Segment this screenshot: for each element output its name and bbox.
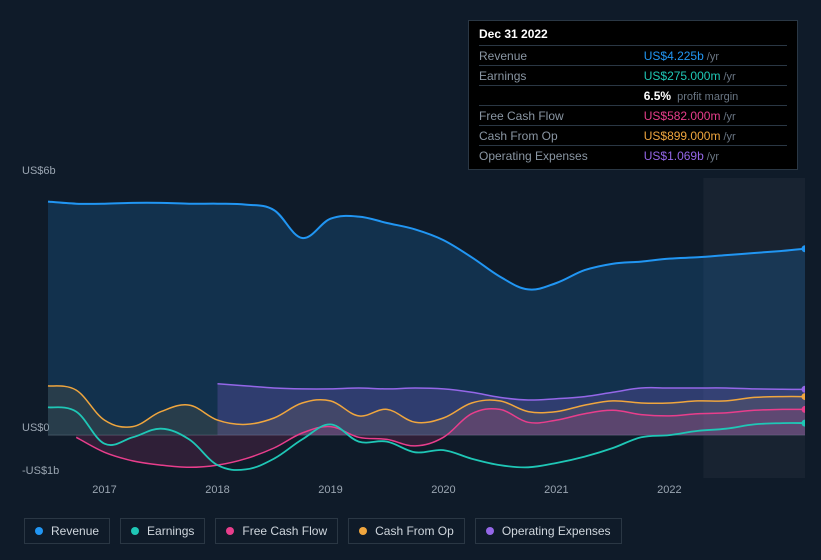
legend-swatch [359, 527, 367, 535]
legend-swatch [486, 527, 494, 535]
financials-chart[interactable] [0, 178, 805, 478]
legend-swatch [226, 527, 234, 535]
tooltip-metric-value: US$899.000m/yr [644, 126, 787, 146]
legend-label: Revenue [51, 524, 99, 538]
y-axis-label: US$6b [22, 165, 56, 177]
legend-item-fcf[interactable]: Free Cash Flow [215, 518, 338, 544]
x-axis-label: 2022 [657, 484, 681, 496]
tooltip-metric-value: US$275.000m/yr [644, 66, 787, 86]
tooltip-metric-value: US$1.069b/yr [644, 146, 787, 166]
x-axis-label: 2021 [544, 484, 568, 496]
legend-label: Earnings [147, 524, 194, 538]
legend-label: Free Cash Flow [242, 524, 327, 538]
tooltip-metric-label: Operating Expenses [479, 146, 644, 166]
x-axis-label: 2017 [92, 484, 116, 496]
tooltip-table: RevenueUS$4.225b/yrEarningsUS$275.000m/y… [479, 45, 787, 165]
tooltip-metric-label: Free Cash Flow [479, 106, 644, 126]
x-axis-label: 2019 [318, 484, 342, 496]
chart-legend: Revenue Earnings Free Cash Flow Cash From O… [24, 518, 622, 544]
legend-item-earnings[interactable]: Earnings [120, 518, 205, 544]
tooltip-metric-value: US$4.225b/yr [644, 46, 787, 66]
x-axis-label: 2020 [431, 484, 455, 496]
x-axis-label: 2018 [205, 484, 229, 496]
tooltip-metric-label: Earnings [479, 66, 644, 86]
tooltip-metric-label: Revenue [479, 46, 644, 66]
tooltip-date: Dec 31 2022 [479, 27, 787, 45]
chart-tooltip: Dec 31 2022 RevenueUS$4.225b/yrEarningsU… [468, 20, 798, 170]
tooltip-profit-margin: 6.5% profit margin [644, 86, 787, 106]
legend-swatch [131, 527, 139, 535]
tooltip-metric-label: Cash From Op [479, 126, 644, 146]
legend-label: Operating Expenses [502, 524, 611, 538]
legend-item-cfo[interactable]: Cash From Op [348, 518, 465, 544]
legend-swatch [35, 527, 43, 535]
legend-item-opex[interactable]: Operating Expenses [475, 518, 622, 544]
tooltip-metric-value: US$582.000m/yr [644, 106, 787, 126]
legend-item-revenue[interactable]: Revenue [24, 518, 110, 544]
legend-label: Cash From Op [375, 524, 454, 538]
